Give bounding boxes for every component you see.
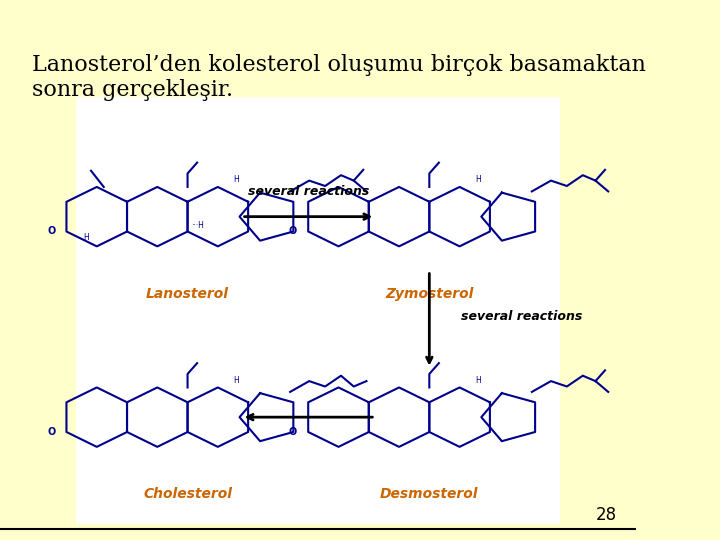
Text: H: H (233, 176, 239, 184)
Text: H: H (475, 376, 481, 384)
Text: H: H (475, 176, 481, 184)
Text: O: O (47, 427, 55, 437)
Text: O: O (289, 427, 297, 437)
Text: O: O (47, 226, 55, 237)
Text: Lanosterol’den kolesterol oluşumu birçok basamaktan
sonra gerçekleşir.: Lanosterol’den kolesterol oluşumu birçok… (32, 54, 646, 102)
Text: Desmosterol: Desmosterol (380, 488, 479, 501)
Text: 28: 28 (596, 506, 617, 524)
Text: H: H (84, 233, 89, 242)
Text: several reactions: several reactions (461, 310, 582, 323)
Text: several reactions: several reactions (248, 185, 369, 198)
Text: Lanosterol: Lanosterol (146, 287, 229, 301)
Text: ···H: ···H (191, 221, 204, 230)
Text: Zymosterol: Zymosterol (385, 287, 474, 301)
Text: H: H (233, 376, 239, 384)
Text: O: O (289, 226, 297, 237)
Bar (76, 97, 560, 524)
Text: Cholesterol: Cholesterol (143, 488, 232, 501)
